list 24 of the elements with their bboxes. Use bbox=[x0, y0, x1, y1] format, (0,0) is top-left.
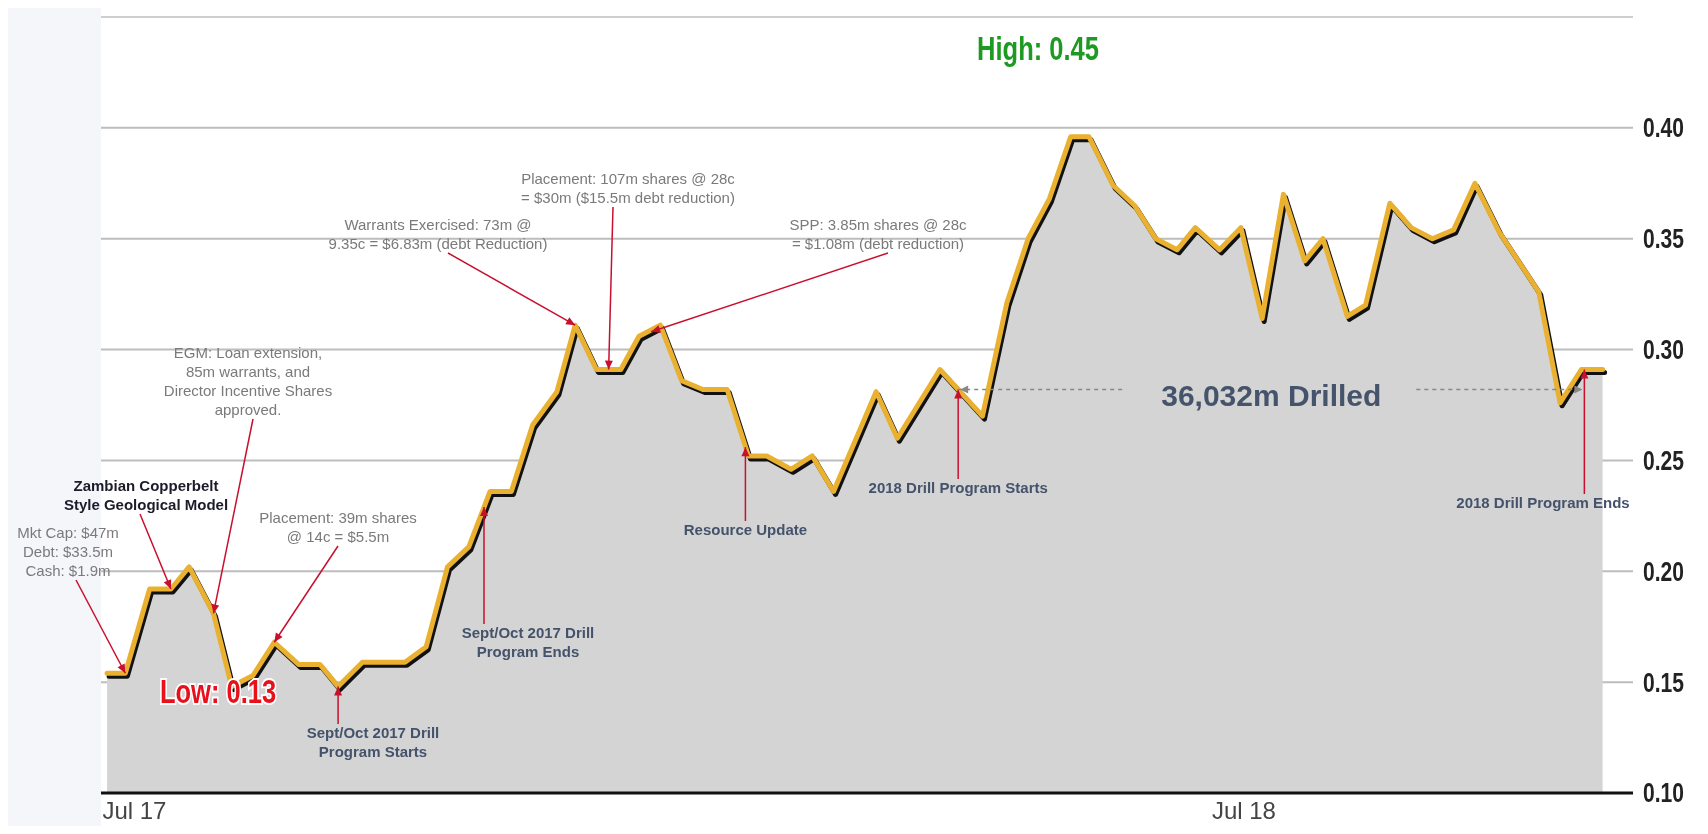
annotation: 2018 Drill Program Starts bbox=[868, 479, 1048, 496]
y-tick-label: 0.35 bbox=[1643, 223, 1684, 254]
annotation: Sept/Oct 2017 Drill Program Starts bbox=[306, 724, 440, 760]
annotation: 36,032m Drilled bbox=[1161, 378, 1382, 412]
y-tick-label: 0.40 bbox=[1643, 112, 1684, 143]
annotation: Warrants Exercised: 73m @ 9.35c = $6.83m (debt Reduction) bbox=[328, 216, 548, 252]
annotation: High: 0.45 bbox=[977, 29, 1099, 67]
annotation: 2018 Drill Program Ends bbox=[1456, 494, 1630, 511]
y-tick-label: 0.30 bbox=[1643, 334, 1684, 365]
y-tick-label: 0.10 bbox=[1643, 777, 1684, 809]
annotation: Sept/Oct 2017 Drill Program Ends bbox=[461, 624, 595, 660]
annotation: Placement: 39m shares @ 14c = $5.5m bbox=[259, 509, 417, 545]
annotation: EGM: Loan extension, 85m warrants, and Director Incentive Shares approved. bbox=[163, 344, 333, 418]
annotation: Low: 0.13 bbox=[159, 672, 277, 710]
y-tick-label: 0.15 bbox=[1643, 667, 1684, 698]
x-tick-label: Jul 17 bbox=[102, 797, 167, 824]
x-tick-label: Jul 18 bbox=[1211, 797, 1276, 824]
annotation: Resource Update bbox=[683, 521, 808, 538]
annotation: SPP: 3.85m shares @ 28c = $1.08m (debt reduction) bbox=[789, 216, 967, 252]
y-tick-label: 0.20 bbox=[1643, 556, 1684, 587]
annotation: Mkt Cap: $47m Debt: $33.5m Cash: $1.9m bbox=[17, 524, 119, 579]
y-tick-label: 0.25 bbox=[1643, 445, 1684, 476]
annotation: Placement: 107m shares @ 28c = $30m ($15.5m debt reduction) bbox=[521, 170, 736, 206]
annotation: Zambian Copperbelt Style Geological Model bbox=[63, 477, 229, 513]
